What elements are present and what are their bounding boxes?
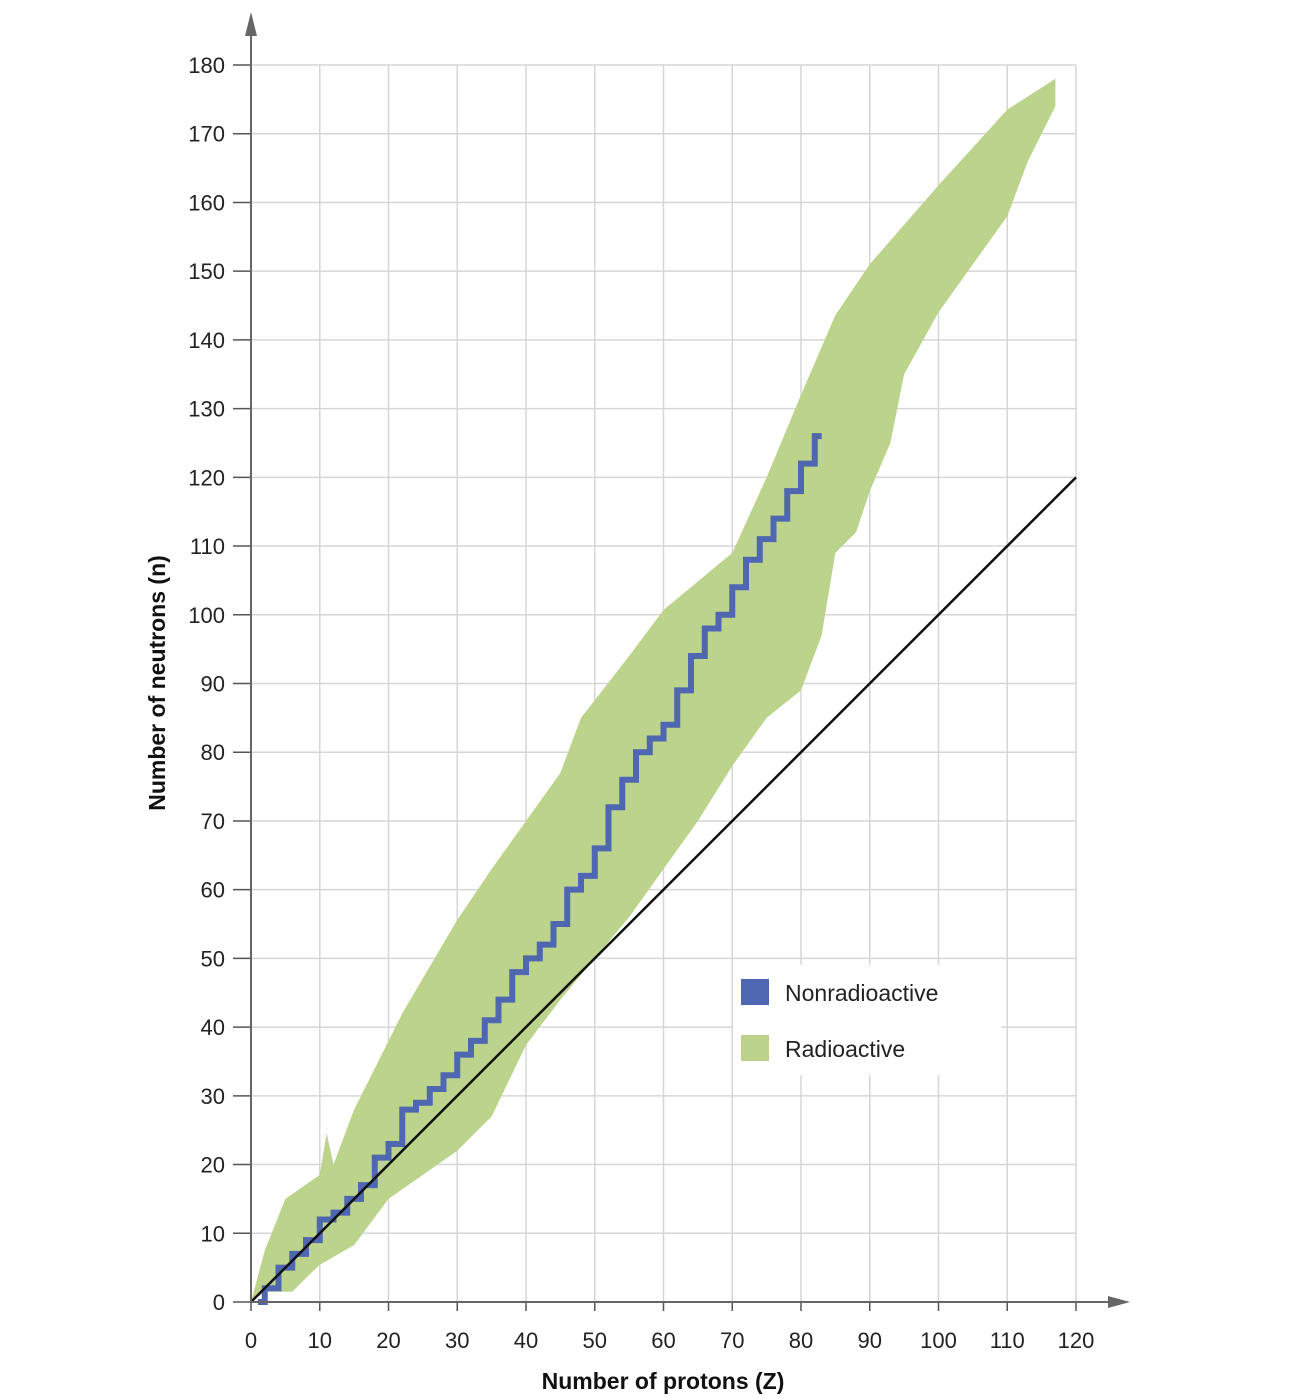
x-tick-label: 60	[651, 1328, 675, 1353]
legend-label-nonradioactive: Nonradioactive	[785, 980, 938, 1006]
axes	[233, 12, 1130, 1311]
x-axis-label: Number of protons (Z)	[542, 1368, 785, 1394]
x-tick-label: 120	[1058, 1328, 1095, 1353]
x-tick-label: 0	[245, 1328, 257, 1353]
y-axis-arrow-icon	[245, 12, 257, 36]
x-tick-label: 20	[376, 1328, 400, 1353]
y-tick-label: 150	[188, 259, 225, 284]
legend-label-radioactive: Radioactive	[785, 1036, 905, 1062]
x-tick-label: 40	[514, 1328, 538, 1353]
y-tick-label: 30	[201, 1084, 225, 1109]
y-axis-label: Number of neutrons (n)	[144, 555, 170, 811]
legend-swatch-nonradioactive	[741, 979, 769, 1005]
x-axis-arrow-icon	[1108, 1296, 1130, 1308]
y-tick-label: 130	[188, 397, 225, 422]
y-tick-label: 50	[201, 946, 225, 971]
y-tick-label: 80	[201, 740, 225, 765]
y-tick-label: 170	[188, 122, 225, 147]
n-equals-z-line	[250, 476, 1077, 1303]
y-tick-label: 180	[188, 53, 225, 78]
x-tick-label: 100	[920, 1328, 957, 1353]
legend-swatch-radioactive	[741, 1035, 769, 1061]
nonradioactive-nuclides	[257, 433, 822, 1305]
x-tick-label: 50	[583, 1328, 607, 1353]
y-tick-label: 70	[201, 809, 225, 834]
x-tick-label: 80	[789, 1328, 813, 1353]
y-tick-label: 110	[190, 534, 225, 559]
y-tick-label: 0	[213, 1290, 225, 1315]
tick-labels: 0 10 20 30 40 50 60 70 80 90 100 110 120 0 10 20 30 40 50 6…	[188, 53, 1094, 1353]
x-tick-label: 90	[858, 1328, 882, 1353]
y-tick-label: 20	[201, 1153, 225, 1178]
radioactive-band	[251, 78, 1056, 1303]
x-tick-label: 30	[445, 1328, 469, 1353]
legend: Nonradioactive Radioactive	[733, 965, 1001, 1075]
y-tick-label: 120	[188, 465, 225, 490]
y-tick-label: 100	[188, 603, 225, 628]
y-tick-label: 10	[201, 1221, 225, 1246]
x-tick-label: 10	[308, 1328, 332, 1353]
x-tick-label: 70	[720, 1328, 744, 1353]
x-tick-label: 110	[990, 1328, 1025, 1353]
y-tick-label: 40	[201, 1015, 225, 1040]
y-tick-label: 140	[188, 328, 225, 353]
y-tick-label: 60	[201, 878, 225, 903]
y-tick-label: 90	[201, 672, 225, 697]
y-tick-label: 160	[188, 190, 225, 215]
